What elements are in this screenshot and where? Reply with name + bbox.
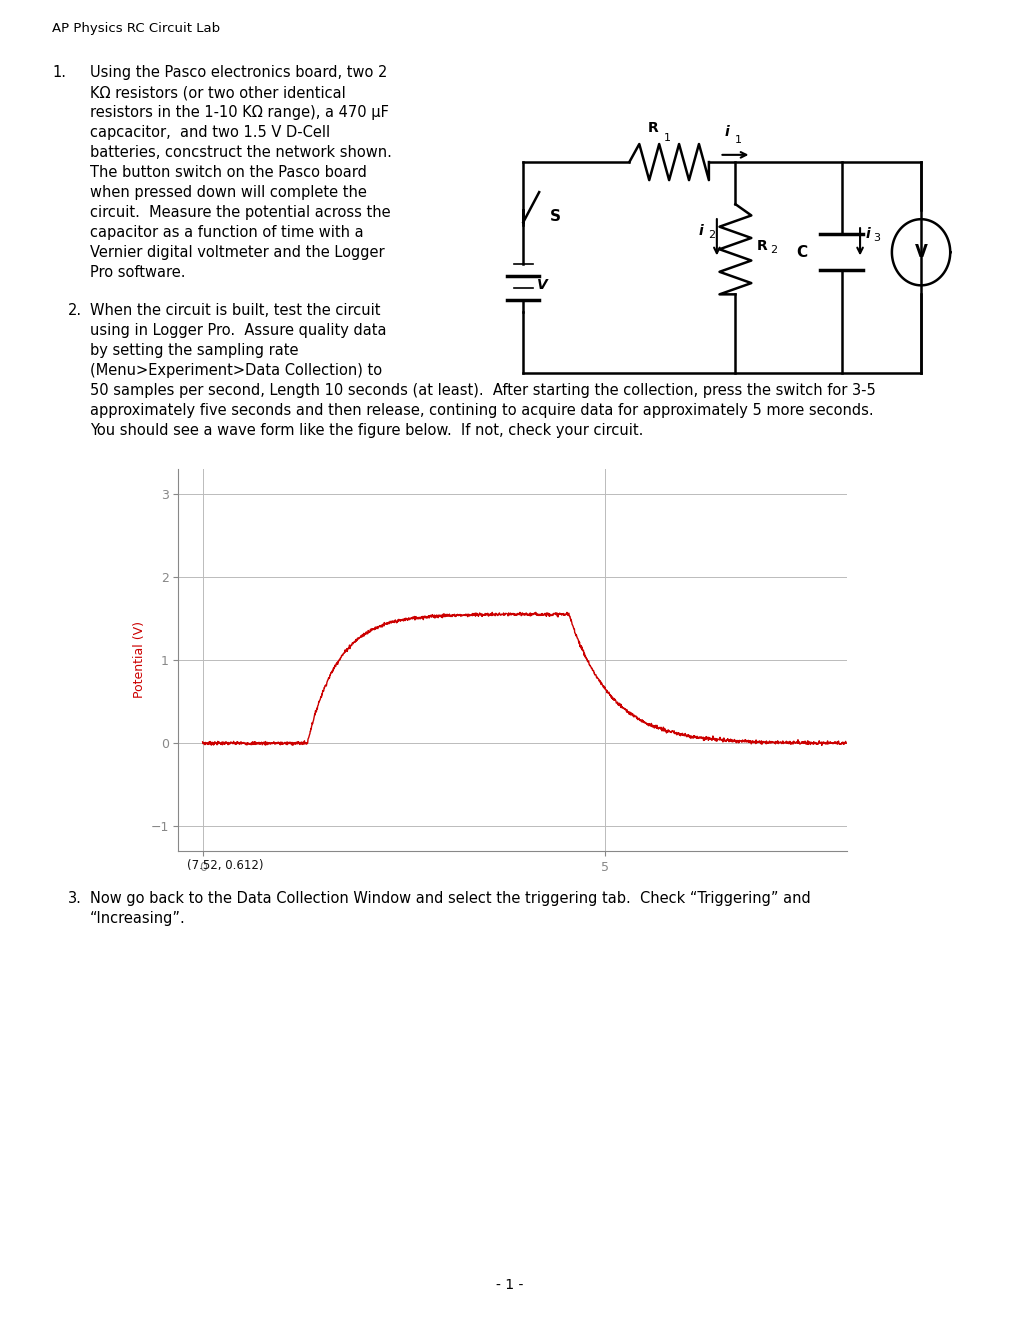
Text: The button switch on the Pasco board: The button switch on the Pasco board <box>90 165 367 180</box>
Text: AP Physics RC Circuit Lab: AP Physics RC Circuit Lab <box>52 22 220 36</box>
Text: Using the Pasco electronics board, two 2: Using the Pasco electronics board, two 2 <box>90 65 387 81</box>
Text: i: i <box>725 125 729 139</box>
Text: 50 samples per second, Length 10 seconds (at least).  After starting the collect: 50 samples per second, Length 10 seconds… <box>90 383 875 399</box>
Text: i: i <box>698 224 702 238</box>
Text: - 1 -: - 1 - <box>496 1278 523 1292</box>
Text: approximately five seconds and then release, contining to acquire data for appro: approximately five seconds and then rele… <box>90 403 872 418</box>
Text: capacitor as a function of time with a: capacitor as a function of time with a <box>90 224 363 240</box>
Text: V: V <box>914 243 926 261</box>
Text: i: i <box>864 227 869 242</box>
Text: 1: 1 <box>663 133 671 143</box>
Text: capcacitor,  and two 1.5 V D-Cell: capcacitor, and two 1.5 V D-Cell <box>90 125 330 140</box>
Text: circuit.  Measure the potential across the: circuit. Measure the potential across th… <box>90 205 390 220</box>
Text: KΩ resistors (or two other identical: KΩ resistors (or two other identical <box>90 84 345 100</box>
Text: R: R <box>647 121 658 135</box>
Text: R: R <box>756 239 766 253</box>
Text: 1.: 1. <box>52 65 66 81</box>
Text: resistors in the 1-10 KΩ range), a 470 μF: resistors in the 1-10 KΩ range), a 470 μ… <box>90 106 388 120</box>
Text: 2: 2 <box>769 246 776 255</box>
Text: When the circuit is built, test the circuit: When the circuit is built, test the circ… <box>90 304 380 318</box>
Text: 3: 3 <box>872 234 879 243</box>
Text: 2: 2 <box>707 230 714 240</box>
Text: S: S <box>549 209 560 223</box>
Text: Now go back to the Data Collection Window and select the triggering tab.  Check : Now go back to the Data Collection Windo… <box>90 891 810 907</box>
Text: Pro software.: Pro software. <box>90 265 185 280</box>
Text: 3.: 3. <box>68 891 82 907</box>
Text: C: C <box>795 244 806 260</box>
Text: batteries, concstruct the network shown.: batteries, concstruct the network shown. <box>90 145 391 160</box>
Text: (Menu>Experiment>Data Collection) to: (Menu>Experiment>Data Collection) to <box>90 363 382 378</box>
Text: Vernier digital voltmeter and the Logger: Vernier digital voltmeter and the Logger <box>90 246 384 260</box>
Text: (7.52, 0.612): (7.52, 0.612) <box>186 859 263 873</box>
Text: You should see a wave form like the figure below.  If not, check your circuit.: You should see a wave form like the figu… <box>90 422 643 438</box>
Text: 2.: 2. <box>68 304 83 318</box>
Text: 1: 1 <box>734 135 741 145</box>
Text: V: V <box>536 279 547 292</box>
Text: “Increasing”.: “Increasing”. <box>90 911 185 927</box>
Text: by setting the sampling rate: by setting the sampling rate <box>90 343 299 358</box>
Text: when pressed down will complete the: when pressed down will complete the <box>90 185 367 201</box>
Text: using in Logger Pro.  Assure quality data: using in Logger Pro. Assure quality data <box>90 323 386 338</box>
Y-axis label: Potential (V): Potential (V) <box>133 622 146 698</box>
